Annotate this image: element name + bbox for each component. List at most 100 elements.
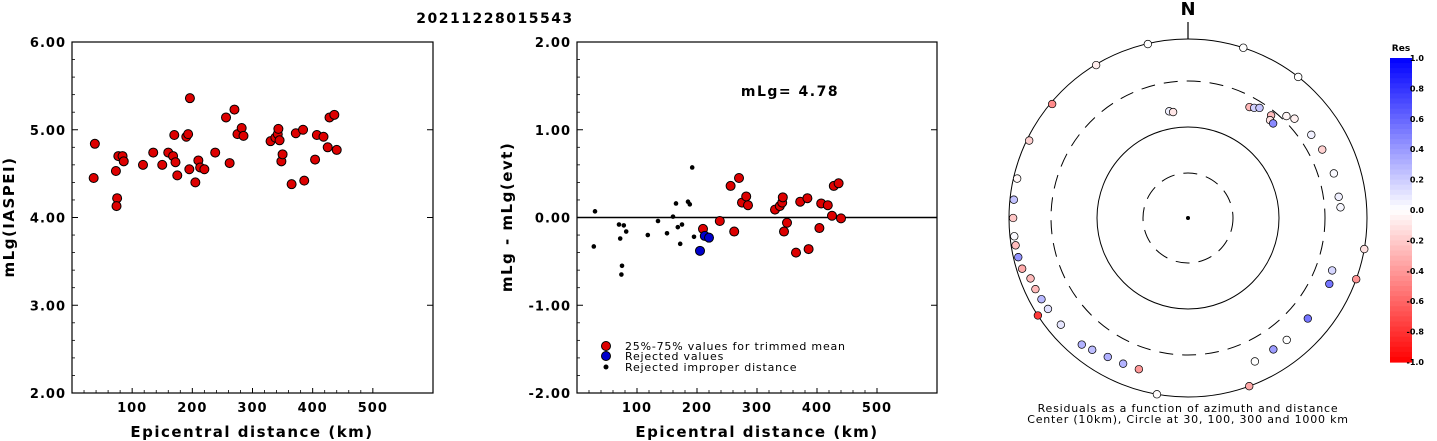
improper-distance-point (664, 230, 670, 236)
colorbar-segment (1390, 351, 1412, 358)
station-residual-point (1282, 335, 1291, 345)
colorbar-segment (1390, 286, 1412, 292)
caption-line-1: Residuals as a function of azimuth and d… (1038, 402, 1339, 415)
trimmed-point (836, 213, 846, 224)
colorbar-segment (1390, 93, 1412, 100)
magnitude-annotation: mLg= 4.78 (741, 84, 839, 100)
trimmed-point (814, 223, 825, 234)
improper-distance-point (679, 222, 685, 227)
data-point (118, 156, 129, 167)
colorbar-segment (1390, 179, 1412, 186)
station-residual-point (1239, 43, 1248, 52)
colorbar-tick-label: 0.2 (1410, 176, 1424, 185)
data-point (190, 177, 201, 188)
colorbar-segment (1390, 108, 1412, 115)
improper-distance-point (675, 224, 681, 230)
trimmed-point (833, 178, 844, 189)
legend-marker-rejected (601, 351, 611, 361)
colorbar-tick-label: 1.0 (1410, 54, 1425, 63)
station-residual-point (1282, 111, 1291, 121)
figure-title: 20211228015543 (416, 11, 573, 27)
colorbar-segment (1390, 169, 1412, 176)
y-axis-label: mLg(IASPEI) (0, 157, 18, 278)
colorbar-tick-label: -0.2 (1407, 236, 1425, 245)
colorbar-segment (1390, 291, 1412, 297)
colorbar-segment (1390, 210, 1412, 216)
circle-300km (1050, 80, 1326, 356)
station-residual-point (1043, 304, 1053, 314)
y-tick-label: 1.00 (535, 124, 571, 139)
data-point (137, 159, 148, 170)
colorbar-segment (1390, 144, 1412, 150)
data-point (229, 104, 240, 115)
colorbar-segment (1390, 235, 1412, 241)
colorbar-segment (1390, 159, 1412, 165)
station-residual-point (1091, 60, 1101, 70)
y-tick-label: 5.00 (30, 124, 66, 139)
station-points (1008, 39, 1369, 399)
colorbar-segment (1390, 240, 1412, 247)
improper-distance-point (591, 244, 597, 249)
colorbar-segment (1390, 204, 1412, 211)
data-point (238, 130, 249, 141)
trimmed-point (791, 247, 801, 258)
station-residual-point (1318, 145, 1327, 154)
station-residual-point (1118, 359, 1128, 368)
y-tick-label: 0.00 (535, 212, 571, 227)
station-residual-point (1103, 352, 1112, 362)
colorbar-segment (1390, 245, 1412, 252)
colorbar-segment (1390, 58, 1412, 64)
station-residual-point (1037, 295, 1046, 304)
data-point (274, 135, 285, 146)
improper-distance-point (673, 201, 679, 206)
station-residual-point (1360, 244, 1369, 254)
station-residual-point (1250, 357, 1260, 366)
station-residual-point (1026, 274, 1035, 283)
station-residual-point (1168, 107, 1178, 117)
y-tick-label: 2.00 (30, 387, 66, 402)
x-tick-label: 500 (358, 401, 388, 416)
colorbar-segment (1390, 118, 1412, 125)
trimmed-point (782, 217, 792, 228)
colorbar-segment (1390, 336, 1412, 343)
station-residual-point (1255, 103, 1264, 113)
improper-distance-point (670, 214, 676, 219)
improper-distance-point (691, 234, 697, 240)
colorbar-segment (1390, 83, 1412, 89)
x-tick-label: 200 (682, 401, 712, 416)
x-axis-label: Epicentral distance (km) (130, 423, 373, 441)
station-residual-point (1303, 314, 1312, 323)
improper-distance-point (655, 218, 661, 224)
trimmed-point (827, 210, 837, 221)
data-points (591, 165, 846, 277)
station-residual-point (1013, 174, 1022, 183)
improper-distance-point (616, 222, 622, 227)
colorbar-segment (1390, 275, 1412, 282)
station-residual-point (1134, 365, 1144, 374)
x-axis-label: Epicentral distance (km) (635, 423, 878, 441)
improper-distance-point (645, 232, 651, 238)
station-residual-point (1143, 39, 1152, 49)
colorbar-segment (1390, 296, 1412, 302)
colorbar-segment (1390, 341, 1412, 348)
station-residual-point (1025, 136, 1034, 145)
colorbar-segment (1390, 88, 1412, 95)
station-residual-point (1152, 390, 1162, 399)
station-residual-point (1033, 311, 1043, 320)
residual-vs-distance-panel: 100 200 300 400 500 -2.00 -1.00 0.00 1.00 2.00 mL… (498, 36, 938, 441)
colorbar-segment (1390, 164, 1412, 171)
data-point (88, 173, 99, 184)
data-point (221, 112, 232, 123)
trimmed-point (725, 180, 736, 191)
data-point (329, 109, 340, 120)
y-tick-label: 6.00 (30, 36, 66, 51)
x-tick-label: 500 (862, 401, 892, 416)
rejected-point (704, 232, 714, 243)
data-point (210, 147, 221, 158)
trimmed-point (714, 216, 725, 227)
magnitude-vs-distance-panel: 100 200 300 400 500 2.00 3.00 4.00 5.00 6.00 Epic… (0, 36, 434, 441)
azimuth-residual-panel: N Residuals as a function of azimuth and… (1008, 0, 1425, 426)
north-label: N (1180, 0, 1195, 20)
circle-100km (1096, 126, 1280, 310)
station-residual-point (1268, 119, 1278, 128)
